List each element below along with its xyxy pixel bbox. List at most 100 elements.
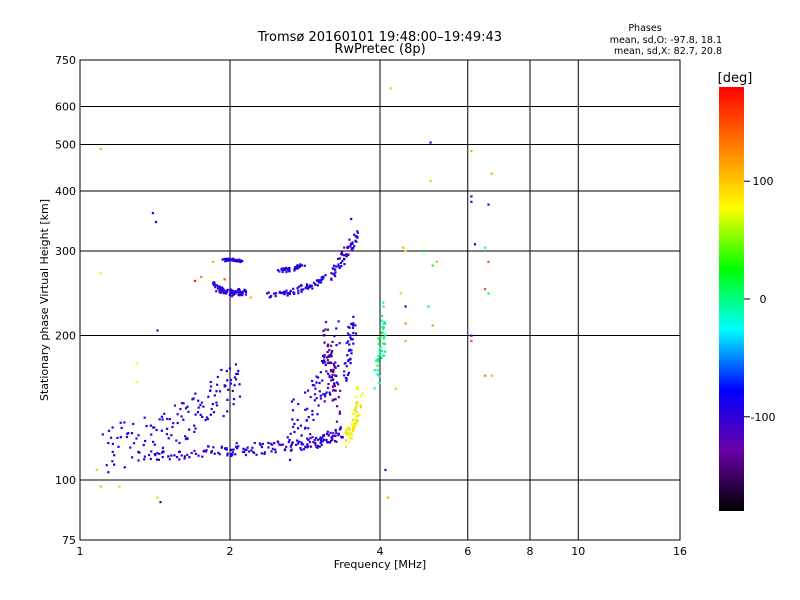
echo-point <box>116 436 119 439</box>
echo-point <box>293 269 296 272</box>
echo-point <box>237 445 240 448</box>
echo-point <box>214 286 217 289</box>
echo-point <box>304 426 307 429</box>
echo-point <box>354 418 357 421</box>
echo-point <box>299 263 302 266</box>
echo-point <box>228 293 231 296</box>
echo-point <box>288 291 291 294</box>
echo-point <box>377 337 380 340</box>
echo-point <box>218 285 221 289</box>
echo-point <box>345 379 348 382</box>
echo-point <box>270 450 273 453</box>
echo-point <box>207 395 210 398</box>
echo-point <box>235 372 238 376</box>
echo-point <box>253 441 256 445</box>
echo-point <box>334 274 337 278</box>
echo-point <box>304 445 307 448</box>
echo-point <box>348 343 351 346</box>
echo-point <box>319 397 322 400</box>
echo-point <box>215 404 219 407</box>
echo-point <box>183 457 186 460</box>
echo-point <box>261 442 264 445</box>
colorbar <box>719 87 744 511</box>
echo-point <box>356 419 359 422</box>
echo-point <box>381 314 384 318</box>
echo-point <box>348 358 352 361</box>
echo-point <box>429 179 432 183</box>
echo-point <box>165 427 169 430</box>
echo-point <box>238 289 241 292</box>
echo-point <box>333 364 336 367</box>
echo-point <box>231 389 234 393</box>
echo-point <box>290 448 293 451</box>
echo-point <box>218 291 221 294</box>
echo-point <box>209 413 212 416</box>
echo-point <box>232 448 235 451</box>
echo-point <box>382 322 385 325</box>
echo-point <box>224 258 227 261</box>
echo-point <box>199 413 202 416</box>
echo-point <box>379 346 382 349</box>
echo-point <box>344 431 347 435</box>
echo-point <box>242 447 245 450</box>
echo-point <box>284 290 287 293</box>
echo-point <box>226 398 229 401</box>
echo-point <box>318 445 321 448</box>
x-axis-label: Frequency [MHz] <box>334 558 426 571</box>
echo-point <box>313 438 316 442</box>
echo-point <box>329 431 332 434</box>
echo-point <box>135 362 138 365</box>
echo-point <box>335 440 338 443</box>
echo-point <box>386 496 390 499</box>
echo-point <box>303 391 307 394</box>
echo-point <box>323 356 326 359</box>
x-tick-label: 1 <box>77 545 84 558</box>
echo-point <box>307 427 310 430</box>
echo-point <box>335 431 338 434</box>
echo-point <box>123 466 126 469</box>
echo-point <box>384 468 387 472</box>
echo-point <box>354 324 357 327</box>
echo-point <box>231 259 234 262</box>
echo-point <box>229 382 232 385</box>
echo-point <box>484 246 487 249</box>
echo-point <box>319 281 323 284</box>
echo-point <box>358 413 361 416</box>
echo-point <box>336 383 340 386</box>
echo-point <box>380 356 383 359</box>
echo-point <box>218 453 221 456</box>
echo-point <box>113 454 116 457</box>
echo-point <box>296 264 299 267</box>
echo-point <box>191 398 194 401</box>
echo-point <box>241 259 244 262</box>
echo-point <box>130 456 134 459</box>
echo-point <box>215 284 219 287</box>
echo-point <box>243 450 246 454</box>
echo-point <box>226 379 229 382</box>
chart-title: Tromsø 20160101 19:48:00–19:49:43 <box>257 30 502 45</box>
echo-point <box>166 417 169 421</box>
echo-point <box>356 230 359 233</box>
echo-point <box>190 451 193 455</box>
echo-point <box>168 418 171 421</box>
echo-point <box>384 350 387 353</box>
echo-point <box>215 390 218 393</box>
echo-point <box>357 414 360 417</box>
echo-point <box>297 292 300 295</box>
echo-point <box>230 289 233 292</box>
y-tick-label: 500 <box>55 139 76 152</box>
echo-point <box>231 290 234 293</box>
echo-point <box>212 446 215 449</box>
echo-point <box>113 463 116 466</box>
echo-point <box>226 288 229 291</box>
echo-point <box>274 448 277 451</box>
echo-point <box>339 427 342 430</box>
echo-point <box>173 404 177 407</box>
echo-point <box>130 432 134 435</box>
echo-point <box>317 404 320 407</box>
echo-point <box>273 442 276 445</box>
echo-point <box>210 407 213 411</box>
echo-point <box>380 319 384 322</box>
echo-point <box>310 284 313 287</box>
echo-point <box>171 425 174 429</box>
